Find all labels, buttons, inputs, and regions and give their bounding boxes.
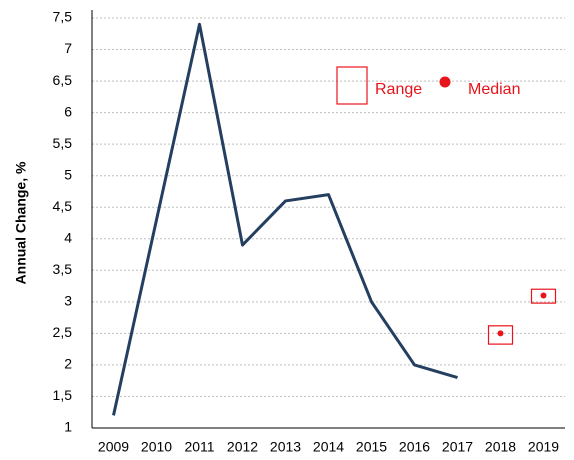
x-tick-label: 2015 — [356, 439, 387, 455]
x-tick-label: 2011 — [184, 439, 214, 455]
range-box — [487, 325, 514, 345]
x-tick-label: 2010 — [141, 439, 172, 455]
x-tick-label: 2017 — [442, 439, 473, 455]
y-tick-label: 4 — [64, 229, 72, 245]
x-tick-label: 2012 — [227, 439, 258, 455]
y-tick-label: 6 — [64, 103, 72, 119]
y-tick-label: 2,5 — [53, 324, 73, 340]
median-dot — [497, 330, 504, 337]
x-tick-label: 2019 — [528, 439, 559, 455]
y-axis-label: Annual Change, % — [13, 161, 29, 284]
x-tick-label: 2014 — [313, 439, 344, 455]
legend-swatch — [439, 76, 451, 88]
median-dot — [540, 292, 547, 299]
x-tick-label: 2013 — [270, 439, 301, 455]
legend-swatch — [336, 66, 368, 105]
y-tick-label: 2 — [64, 356, 72, 372]
x-tick-label: 2009 — [98, 439, 129, 455]
y-tick-label: 3 — [64, 293, 72, 309]
x-tick-label: 2018 — [485, 439, 516, 455]
y-tick-label: 6,5 — [53, 72, 73, 88]
y-tick-label: 3,5 — [53, 261, 73, 277]
y-tick-label: 1,5 — [53, 387, 73, 403]
y-tick-label: 7,5 — [53, 9, 73, 25]
y-tick-label: 1 — [64, 419, 72, 435]
y-tick-label: 4,5 — [53, 198, 73, 214]
range-box — [530, 288, 557, 304]
y-tick-label: 5 — [64, 166, 72, 182]
y-tick-label: 7 — [64, 40, 72, 56]
legend-label: Median — [468, 81, 520, 98]
x-tick-label: 2016 — [399, 439, 430, 455]
line-series — [112, 22, 458, 416]
y-tick-label: 5,5 — [53, 135, 73, 151]
legend-label: Range — [375, 81, 422, 98]
